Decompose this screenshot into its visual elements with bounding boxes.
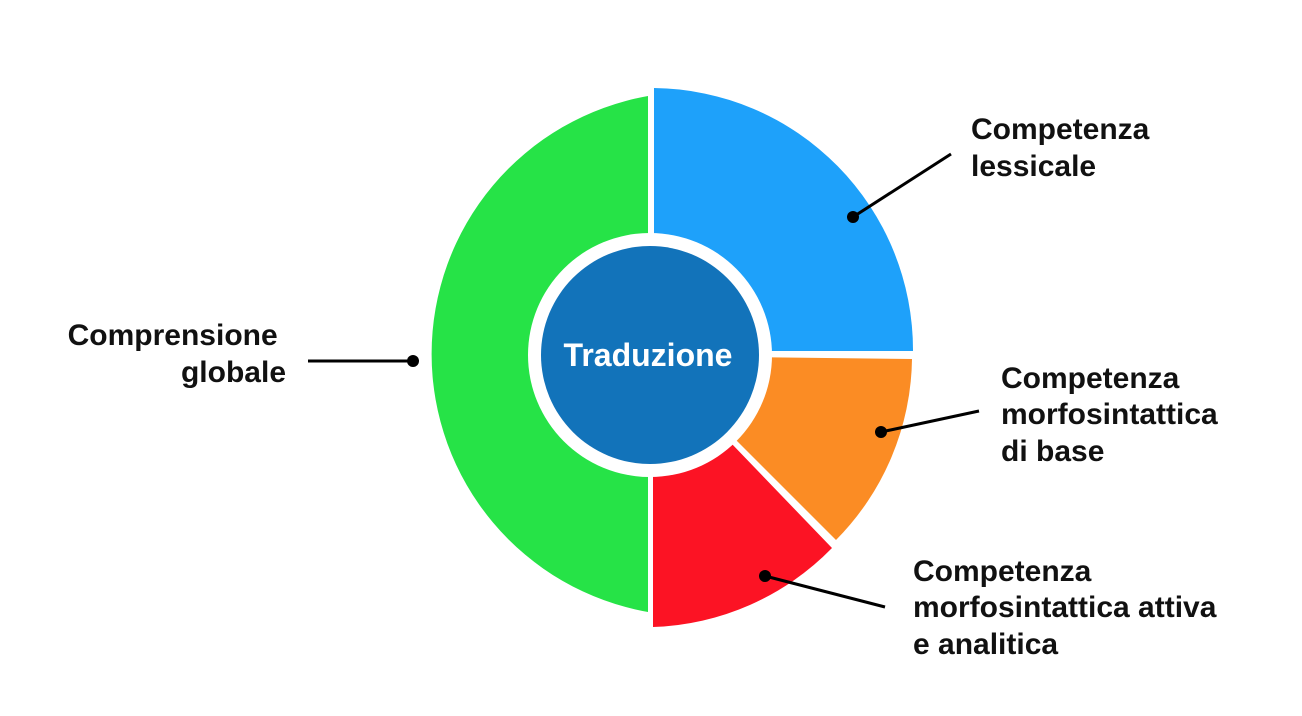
label-competenza-morfosintattica-attiva: Competenza morfosintattica attiva e anal…: [913, 555, 1225, 661]
leader-dot-competenza-lessicale: [847, 211, 859, 223]
leader-competenza-morfosintattica-attiva: [764, 574, 886, 609]
leader-competenza-lessicale: [852, 152, 952, 219]
leader-competenza-morfosintattica-base: [880, 409, 980, 434]
label-competenza-lessicale: Competenza lessicale: [971, 113, 1158, 183]
center-label: Traduzione: [564, 337, 733, 373]
label-comprensione-globale: Comprensione globale: [68, 319, 286, 389]
leader-dot-comprensione-globale: [407, 355, 419, 367]
center-circle: [541, 246, 759, 464]
label-competenza-morfosintattica-base: Competenza morfosintattica di base: [1001, 362, 1226, 468]
leader-dot-competenza-morfosintattica-base: [875, 426, 887, 438]
leader-dot-competenza-morfosintattica-attiva: [759, 570, 771, 582]
